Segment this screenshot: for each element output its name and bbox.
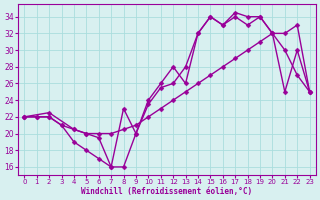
X-axis label: Windchill (Refroidissement éolien,°C): Windchill (Refroidissement éolien,°C) [81, 187, 252, 196]
